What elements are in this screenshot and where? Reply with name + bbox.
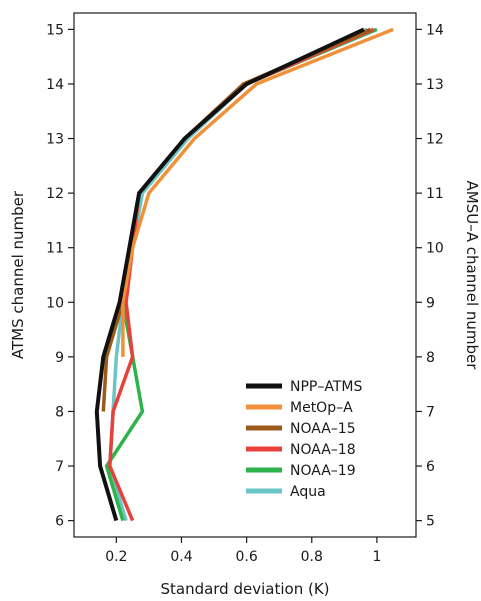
legend-label-npp-atms: NPP–ATMS	[290, 379, 362, 395]
legend-label-noaa-15: NOAA–15	[290, 421, 356, 437]
y2-tick-label: 11	[426, 186, 444, 202]
y-tick-label: 8	[55, 404, 64, 420]
y2-tick-label: 12	[426, 132, 444, 148]
y-tick-label: 7	[55, 459, 64, 475]
y2-tick-label: 14	[426, 22, 444, 38]
x-tick-label: 0.6	[235, 549, 257, 565]
y-tick-label: 14	[46, 77, 64, 93]
y2-axis-title: AMSU–A channel number	[463, 181, 481, 371]
y2-tick-label: 9	[426, 295, 435, 311]
y-tick-label: 13	[46, 132, 64, 148]
series-layer	[94, 27, 394, 522]
y-tick-label: 6	[55, 514, 64, 530]
series-line-noaa-15	[101, 27, 372, 412]
y2-tick-label: 8	[426, 350, 435, 366]
legend-label-noaa-18: NOAA–18	[290, 442, 356, 458]
series-line-metop-a	[121, 27, 394, 357]
y-axis-right: 5 6 7 8 9 10 11 12 13 14	[416, 22, 444, 530]
y2-tick-label: 13	[426, 77, 444, 93]
y-tick-label: 12	[46, 186, 64, 202]
x-tick-label: 0.8	[301, 549, 323, 565]
x-tick-label: 0.2	[105, 549, 127, 565]
legend-label-noaa-19: NOAA–19	[290, 463, 356, 479]
y2-tick-label: 6	[426, 459, 435, 475]
y-tick-label: 10	[46, 295, 64, 311]
y2-tick-label: 5	[426, 514, 435, 530]
y2-tick-label: 10	[426, 241, 444, 257]
y-tick-label: 9	[55, 350, 64, 366]
x-axis: 0.2 0.4 0.6 0.8 1	[105, 537, 381, 565]
y-axis-left: 6 7 8 9 10 11 12 13 14 15	[46, 22, 74, 530]
y-tick-label: 15	[46, 22, 64, 38]
series-line-npp-atms	[94, 27, 365, 522]
plot-frame	[73, 12, 417, 538]
y-tick-label: 11	[46, 241, 64, 257]
y-axis-title: ATMS channel number	[9, 190, 27, 359]
x-tick-label: 1	[372, 549, 381, 565]
x-axis-title: Standard deviation (K)	[160, 580, 329, 598]
legend-label-aqua: Aqua	[290, 484, 326, 500]
legend-label-metop-a: MetOp–A	[290, 400, 353, 416]
x-tick-label: 0.4	[170, 549, 192, 565]
y2-tick-label: 7	[426, 404, 435, 420]
legend: NPP–ATMS MetOp–A NOAA–15 NOAA–18 NOAA–19 Aqua	[246, 379, 362, 500]
